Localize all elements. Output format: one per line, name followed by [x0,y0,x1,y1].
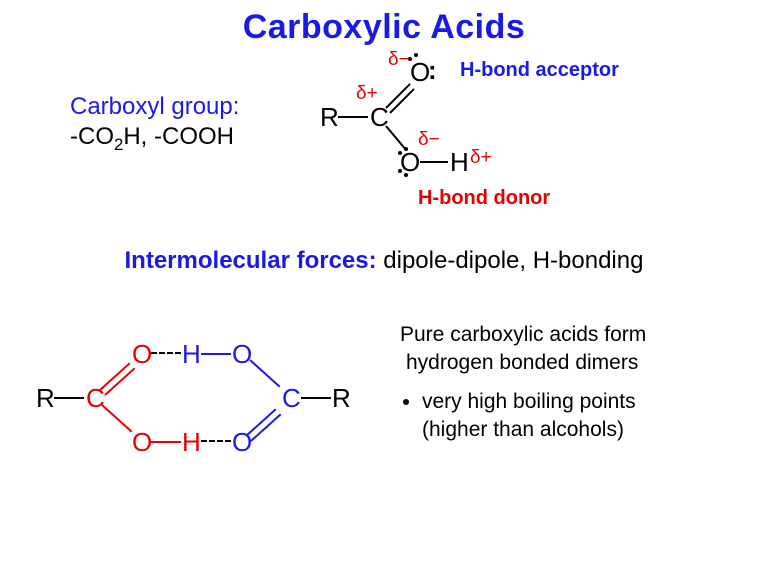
delta-minus: δ− [418,129,440,151]
lone-pair-dot [414,53,418,57]
carboxyl-line2: -CO2H, -COOH [70,122,239,156]
lone-pair-dot [398,169,402,173]
dimer-description: Pure carboxylic acids form hydrogen bond… [400,321,740,444]
intermolecular-forces-line: Intermolecular forces: dipole-dipole, H-… [0,247,768,275]
dimer-atom: C [282,383,301,414]
bond [420,161,448,163]
dimer-bond [151,441,181,443]
dimer-atom: O [232,339,252,370]
lone-pair-dot [404,147,408,151]
dimer-atom: R [36,383,55,414]
hbond-donor-label: H-bond donor [418,187,550,210]
title-text: Carboxylic Acids [243,8,526,46]
lone-pair-dot [404,173,408,177]
dimer-bond [249,359,280,387]
dimer-atom: O [132,339,152,370]
delta-plus: δ+ [356,83,378,105]
dimer-atom: O [132,427,152,458]
dimer-atom: R [332,383,351,414]
hydrogen-bond-dash [201,440,231,442]
bond [338,116,368,118]
dimer-bond [101,404,132,432]
dimer-structure: R C O O H H O O C R [36,321,376,481]
bullet-item: very high boiling points (higher than al… [422,388,740,445]
hbond-acceptor-label: H-bond acceptor [460,59,619,82]
intermol-rest: dipole-dipole, H-bonding [377,247,644,274]
lewis-structure: R C O O H : δ− δ+ δ− δ+ H-bond acceptor … [320,47,740,227]
dimer-bond [201,353,231,355]
row-carboxyl-and-structure: Carboxyl group: -CO2H, -COOH R C O O H :… [0,47,768,227]
intermol-lead: Intermolecular forces: [125,247,377,274]
lone-pair-dot [398,151,402,155]
atom-O2: O [400,147,420,178]
dimer-atom: H [182,339,201,370]
atom-R: R [320,102,339,133]
delta-plus: δ+ [470,147,492,169]
carboxyl-line1: Carboxyl group: [70,92,239,122]
bullet-line2: (higher than alcohols) [422,418,624,441]
page-title: Carboxylic Acids [0,0,768,47]
dimer-text-line2: hydrogen bonded dimers [400,349,740,377]
bond [385,125,406,149]
dimer-text-line1: Pure carboxylic acids form [400,321,740,349]
delta-minus: δ− [388,49,410,71]
bullet-line1: very high boiling points [422,390,636,413]
dimer-bond [54,397,84,399]
row-dimer-and-text: R C O O H H O O C R Pure carboxylic acid… [0,321,768,521]
bullet-list: very high boiling points (higher than al… [400,388,740,445]
dimer-bond [301,397,331,399]
lone-pair-colon: : [428,55,437,86]
dimer-atom: H [182,427,201,458]
hydrogen-bond-dash [151,352,181,354]
carboxyl-group-label: Carboxyl group: -CO2H, -COOH [70,92,239,156]
atom-H: H [450,147,469,178]
